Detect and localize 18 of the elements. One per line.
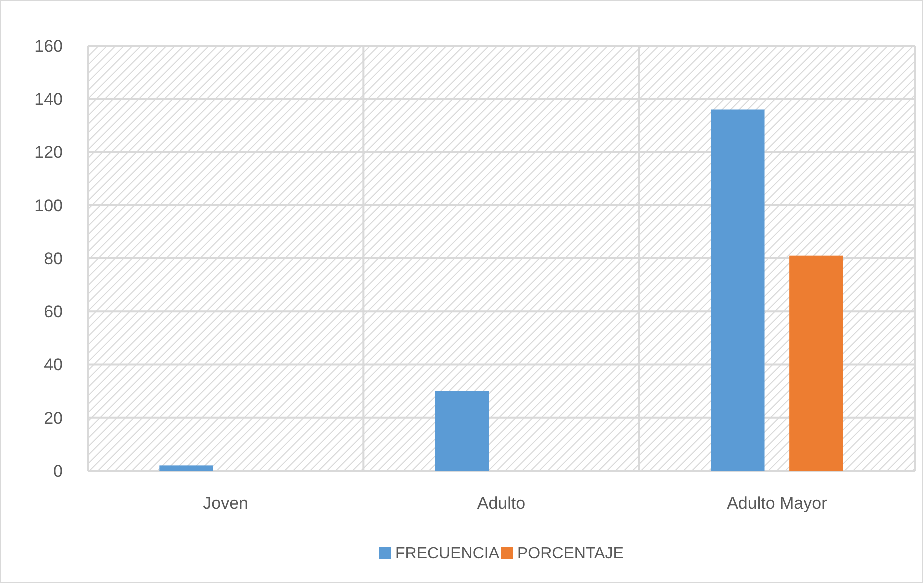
x-tick-label: Adulto Mayor: [727, 494, 828, 513]
y-tick-label: 80: [44, 249, 63, 268]
y-tick-label: 160: [34, 36, 63, 56]
y-tick-label: 20: [44, 408, 63, 428]
y-tick-label: 100: [34, 196, 63, 216]
bar: [435, 391, 490, 471]
y-tick-label: 120: [34, 143, 63, 162]
bar: [790, 256, 844, 471]
y-tick-label: 40: [44, 356, 63, 375]
bar: [160, 466, 214, 471]
legend-label: PORCENTAJE: [518, 546, 624, 563]
y-tick-label: 0: [54, 462, 63, 481]
x-tick-label: Adulto: [477, 494, 526, 513]
x-tick-label: Joven: [203, 494, 249, 513]
y-tick-label: 140: [34, 90, 63, 110]
bar: [711, 110, 765, 471]
y-tick-label: 60: [44, 302, 63, 322]
legend-label: FRECUENCIA: [396, 546, 500, 563]
